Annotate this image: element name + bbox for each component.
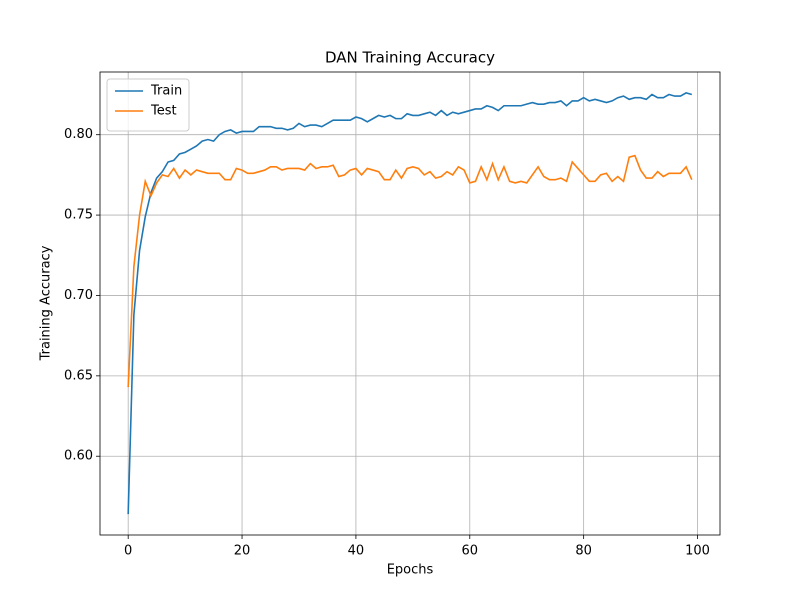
x-tick-label: 40 (348, 544, 365, 559)
line-series (127, 92, 693, 515)
y-tick-label: 0.70 (64, 288, 93, 303)
x-tick-label: 20 (234, 544, 251, 559)
x-tick-label: 100 (685, 544, 710, 559)
x-tick-label: 0 (124, 544, 132, 559)
x-axis-label: Epochs (387, 563, 434, 578)
x-tick-label: 80 (575, 544, 592, 559)
y-tick-label: 0.60 (64, 449, 93, 464)
line-series (127, 154, 693, 388)
y-axis-label: Training Accuracy (39, 245, 54, 361)
chart-title: DAN Training Accuracy (325, 49, 495, 67)
legend-box (106, 78, 190, 132)
x-tick-label: 60 (462, 544, 479, 559)
legend-label: Test (150, 104, 177, 119)
y-tick-label: 0.75 (64, 208, 93, 223)
legend-label: Train (150, 84, 182, 99)
plot-frame (99, 71, 721, 536)
y-tick-label: 0.80 (64, 127, 93, 142)
y-tick-label: 0.65 (64, 368, 93, 383)
